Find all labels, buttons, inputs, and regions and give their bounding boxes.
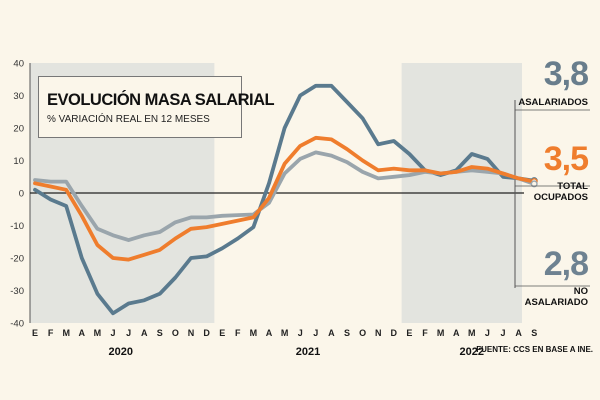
x-month-label: A [515, 328, 522, 338]
y-tick-label: 0 [19, 189, 24, 200]
x-month-label: J [126, 328, 131, 338]
x-month-label: J [298, 328, 303, 338]
x-month-label: M [62, 328, 70, 338]
x-month-label: J [313, 328, 318, 338]
x-month-label: F [48, 328, 54, 338]
x-month-label: F [422, 328, 428, 338]
x-month-label: O [172, 328, 179, 338]
value-no-asalariados: 2,8 [543, 245, 589, 283]
x-month-label: D [203, 328, 210, 338]
label-asalariados: ASALARIADOS [518, 97, 588, 108]
y-tick-label: -40 [10, 319, 24, 330]
label-total-line1: TOTAL [557, 181, 588, 192]
x-month-label: A [453, 328, 460, 338]
x-month-label: J [500, 328, 505, 338]
x-month-label: M [94, 328, 102, 338]
value-total-ocupados: 3,5 [543, 140, 589, 178]
y-tick-label: -10 [10, 221, 24, 232]
x-month-label: S [157, 328, 163, 338]
value-asalariados: 3,8 [543, 55, 589, 93]
x-month-label: A [141, 328, 148, 338]
chart-subtitle: % VARIACIÓN REAL EN 12 MESES [47, 114, 210, 125]
x-month-label: M [437, 328, 445, 338]
y-tick-label: -30 [10, 286, 24, 297]
x-month-label: F [235, 328, 241, 338]
y-tick-label: 30 [13, 91, 24, 102]
callout-connectors [515, 109, 590, 287]
end-markers [530, 177, 538, 188]
x-month-label: M [468, 328, 476, 338]
y-tick-label: 20 [13, 124, 24, 135]
x-month-label: N [375, 328, 382, 338]
title-box: EVOLUCIÓN MASA SALARIAL % VARIACIÓN REAL… [38, 76, 275, 138]
x-year-label-2022: 2022 [460, 346, 484, 358]
chart-title: EVOLUCIÓN MASA SALARIAL [47, 91, 275, 109]
label-no-line1: NO [573, 286, 588, 297]
x-month-label: A [79, 328, 86, 338]
y-tick-label: -20 [10, 254, 24, 265]
x-month-label: S [344, 328, 350, 338]
x-month-label: M [250, 328, 258, 338]
x-month-label: A [266, 328, 273, 338]
callout-no-asalariados: 2,8 NO ASALARIADO [524, 245, 589, 308]
callout-total-ocupados: 3,5 TOTAL OCUPADOS [533, 140, 589, 203]
series-lines [33, 83, 537, 316]
callout-asalariados: 3,8 ASALARIADOS [518, 55, 589, 108]
series-line-total-ocupados [33, 135, 537, 262]
label-no-line2: ASALARIADO [524, 297, 588, 308]
x-month-label: D [391, 328, 398, 338]
x-month-label: O [359, 328, 366, 338]
x-year-label-2020: 2020 [109, 346, 133, 358]
x-month-label: M [281, 328, 289, 338]
y-tick-label: 40 [13, 59, 24, 70]
end-marker-no-asalariados [530, 180, 538, 188]
source-note: FUENTE: CCS EN BASE A INE. [476, 345, 593, 354]
x-month-label: E [219, 328, 225, 338]
x-year-label-2021: 2021 [296, 346, 320, 358]
y-tick-label: 10 [13, 156, 24, 167]
x-month-label: A [328, 328, 335, 338]
x-month-label: S [531, 328, 537, 338]
label-total-line2: OCUPADOS [533, 192, 588, 203]
x-month-label: E [406, 328, 412, 338]
x-month-label: J [110, 328, 115, 338]
x-month-label: J [485, 328, 490, 338]
x-month-label: E [32, 328, 38, 338]
x-month-label: N [188, 328, 195, 338]
